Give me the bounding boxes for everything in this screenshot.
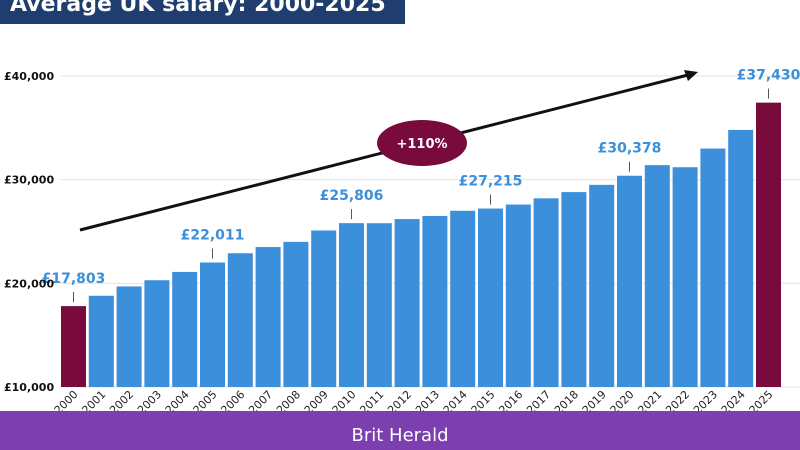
- bar: [116, 286, 142, 387]
- bar: [728, 129, 754, 387]
- bar: [422, 215, 448, 387]
- bar: [283, 241, 309, 387]
- bar: [617, 175, 642, 387]
- bar: [561, 192, 587, 387]
- bar: [144, 280, 170, 387]
- chart-title: Average UK salary: 2000-2025: [10, 0, 386, 17]
- data-label: £17,803: [42, 271, 106, 287]
- bar: [311, 230, 337, 387]
- bar: [394, 219, 420, 387]
- footer-bar: Brit Herald: [0, 411, 800, 450]
- bar: [533, 198, 559, 387]
- bar: [700, 148, 726, 387]
- bar: [88, 295, 114, 387]
- brand-name: Brit Herald: [351, 425, 449, 446]
- y-tick-label: £40,000: [4, 70, 54, 83]
- bar: [644, 165, 670, 387]
- bar: [589, 184, 615, 387]
- bar: [756, 102, 781, 387]
- bars: [61, 102, 781, 387]
- y-tick-label: £10,000: [4, 381, 54, 394]
- data-label: £37,430: [737, 68, 800, 84]
- bar: [450, 210, 476, 387]
- bar: [172, 271, 198, 387]
- bar: [61, 306, 86, 387]
- y-tick-label: £30,000: [4, 174, 54, 187]
- bar: [227, 253, 253, 387]
- data-label: £25,806: [320, 188, 384, 204]
- bar: [200, 262, 225, 387]
- bar: [339, 223, 364, 387]
- data-label: £30,378: [598, 141, 662, 157]
- data-labels: £17,803 £22,011 £25,806 £27,215 £30,378 £37,4…: [42, 68, 800, 303]
- title-bar: Average UK salary: 2000-2025: [0, 0, 405, 24]
- data-label: £22,011: [181, 227, 245, 243]
- bar: [255, 247, 281, 387]
- bar: [478, 208, 503, 387]
- growth-badge: +110%: [377, 120, 467, 166]
- badge-text: +110%: [396, 137, 447, 152]
- y-tick-label: £20,000: [4, 277, 54, 290]
- arrow-head: [684, 70, 698, 81]
- bar: [366, 223, 392, 387]
- bar: [672, 167, 698, 387]
- data-label: £27,215: [459, 174, 523, 190]
- badge-ellipse: [377, 120, 467, 166]
- bar: [505, 204, 531, 387]
- y-axis-ticks: £10,000 £20,000 £30,000 £40,000: [4, 70, 54, 394]
